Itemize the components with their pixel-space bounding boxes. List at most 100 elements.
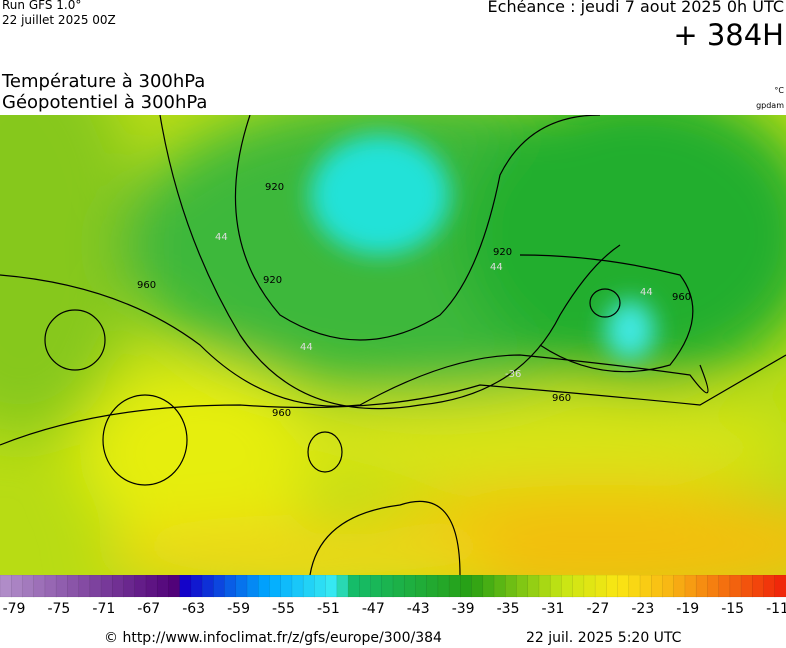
legend-swatch xyxy=(392,575,405,598)
legend-swatch xyxy=(0,575,12,598)
legend-swatch xyxy=(280,575,293,598)
legend-tick-label: -75 xyxy=(47,601,70,617)
legend-swatch xyxy=(718,575,731,598)
title-temp: Température à 300hPa xyxy=(2,71,206,92)
contour-label: -36 xyxy=(505,369,521,380)
legend-swatch xyxy=(201,575,214,598)
legend-tick-label: -63 xyxy=(182,601,205,617)
contour-label: 960 xyxy=(137,280,156,291)
legend-swatch xyxy=(684,575,697,598)
legend-swatch xyxy=(628,575,641,598)
legend-swatch xyxy=(168,575,181,598)
legend-swatch xyxy=(347,575,360,598)
legend-swatch xyxy=(179,575,192,598)
legend-swatch xyxy=(258,575,271,598)
legend-swatch xyxy=(763,575,776,598)
run-date: 22 juillet 2025 00Z xyxy=(2,13,116,27)
legend-swatch xyxy=(403,575,417,598)
map: 920 920 920 960 960 960 960 44 44 44 44 … xyxy=(0,115,786,575)
legend-swatch xyxy=(314,575,327,598)
legend-swatch xyxy=(740,575,753,598)
legend-swatch xyxy=(370,575,383,598)
contour-label: 960 xyxy=(272,408,291,419)
generated-time: 22 juil. 2025 5:20 UTC xyxy=(526,630,682,646)
legend-swatch xyxy=(695,575,708,598)
legend-swatch xyxy=(381,575,394,598)
legend-swatch xyxy=(78,575,91,598)
valid-time: Echéance : jeudi 7 aout 2025 0h UTC xyxy=(487,0,784,16)
legend-swatch xyxy=(505,575,518,598)
legend-tick-label: -15 xyxy=(721,601,744,617)
title-geo: Géopotentiel à 300hPa xyxy=(2,92,208,113)
legend-swatch xyxy=(606,575,619,598)
legend-tick-label: -39 xyxy=(452,601,475,617)
legend-swatch xyxy=(100,575,113,598)
legend-swatch xyxy=(336,575,349,598)
legend-swatch xyxy=(482,575,495,598)
contour-label: 920 xyxy=(493,247,512,258)
legend-swatch xyxy=(269,575,282,598)
contour-label: 44 xyxy=(640,287,653,298)
legend-swatch xyxy=(224,575,237,598)
legend-swatch xyxy=(437,575,450,598)
legend-swatch xyxy=(415,575,428,598)
legend-swatch xyxy=(729,575,742,598)
legend-swatch xyxy=(774,575,786,598)
legend-swatch xyxy=(325,575,338,598)
legend-tick-label: -23 xyxy=(631,601,654,617)
contour-label: 960 xyxy=(672,292,691,303)
legend-tick-label: -71 xyxy=(92,601,115,617)
legend-swatch xyxy=(460,575,473,598)
color-legend: -79 -75 -71 -67 -63 -59 -55 -51 -47 -43 -39 -35 -31 -… xyxy=(0,575,786,617)
legend-swatch xyxy=(123,575,136,598)
legend-swatch xyxy=(235,575,248,598)
legend-swatch xyxy=(594,575,607,598)
legend-swatch xyxy=(471,575,484,598)
contour-label: 960 xyxy=(552,393,571,404)
legend-swatch xyxy=(493,575,506,598)
legend-swatch xyxy=(583,575,596,598)
legend-tick-label: -43 xyxy=(407,601,430,617)
legend-swatch xyxy=(527,575,540,598)
legend-swatch xyxy=(359,575,372,598)
cold-core xyxy=(310,135,655,360)
legend-swatch xyxy=(662,575,675,598)
legend-swatch xyxy=(55,575,68,598)
legend-swatch xyxy=(190,575,203,598)
legend-swatch xyxy=(639,575,652,598)
legend-swatch xyxy=(33,575,46,598)
legend-swatch xyxy=(561,575,574,598)
legend-swatch xyxy=(302,575,315,598)
legend-swatch xyxy=(22,575,35,598)
legend-swatch xyxy=(673,575,686,598)
source-url: © http://www.infoclimat.fr/z/gfs/europe/… xyxy=(104,630,442,646)
legend-swatch xyxy=(538,575,551,598)
legend-swatch xyxy=(707,575,720,598)
legend-swatch xyxy=(448,575,461,598)
legend-tick-label: -11 xyxy=(766,601,786,617)
legend-tick-label: -59 xyxy=(227,601,250,617)
temperature-field xyxy=(0,115,786,575)
contour-label: 44 xyxy=(300,342,313,353)
legend-tick-label: -35 xyxy=(497,601,520,617)
lead-time: + 384H xyxy=(673,18,784,52)
legend-swatch xyxy=(572,575,585,598)
legend-swatch xyxy=(752,575,765,598)
legend-tick-label: -27 xyxy=(586,601,609,617)
legend-swatch xyxy=(156,575,169,598)
legend-swatch xyxy=(291,575,304,598)
legend-swatch xyxy=(134,575,147,598)
contour-labels: 920 920 920 960 960 960 960 44 44 44 44 … xyxy=(137,182,691,419)
legend-swatch xyxy=(549,575,562,598)
legend-tick-label: -79 xyxy=(3,601,26,617)
legend-swatch xyxy=(67,575,80,598)
unit-temp: °C xyxy=(774,86,784,95)
legend-swatch xyxy=(89,575,102,598)
legend-tick-label: -19 xyxy=(676,601,699,617)
contour-label: 44 xyxy=(490,262,503,273)
legend-swatch xyxy=(516,575,529,598)
legend-tick-label: -47 xyxy=(362,601,385,617)
legend-swatch xyxy=(246,575,259,598)
legend-swatch xyxy=(44,575,57,598)
